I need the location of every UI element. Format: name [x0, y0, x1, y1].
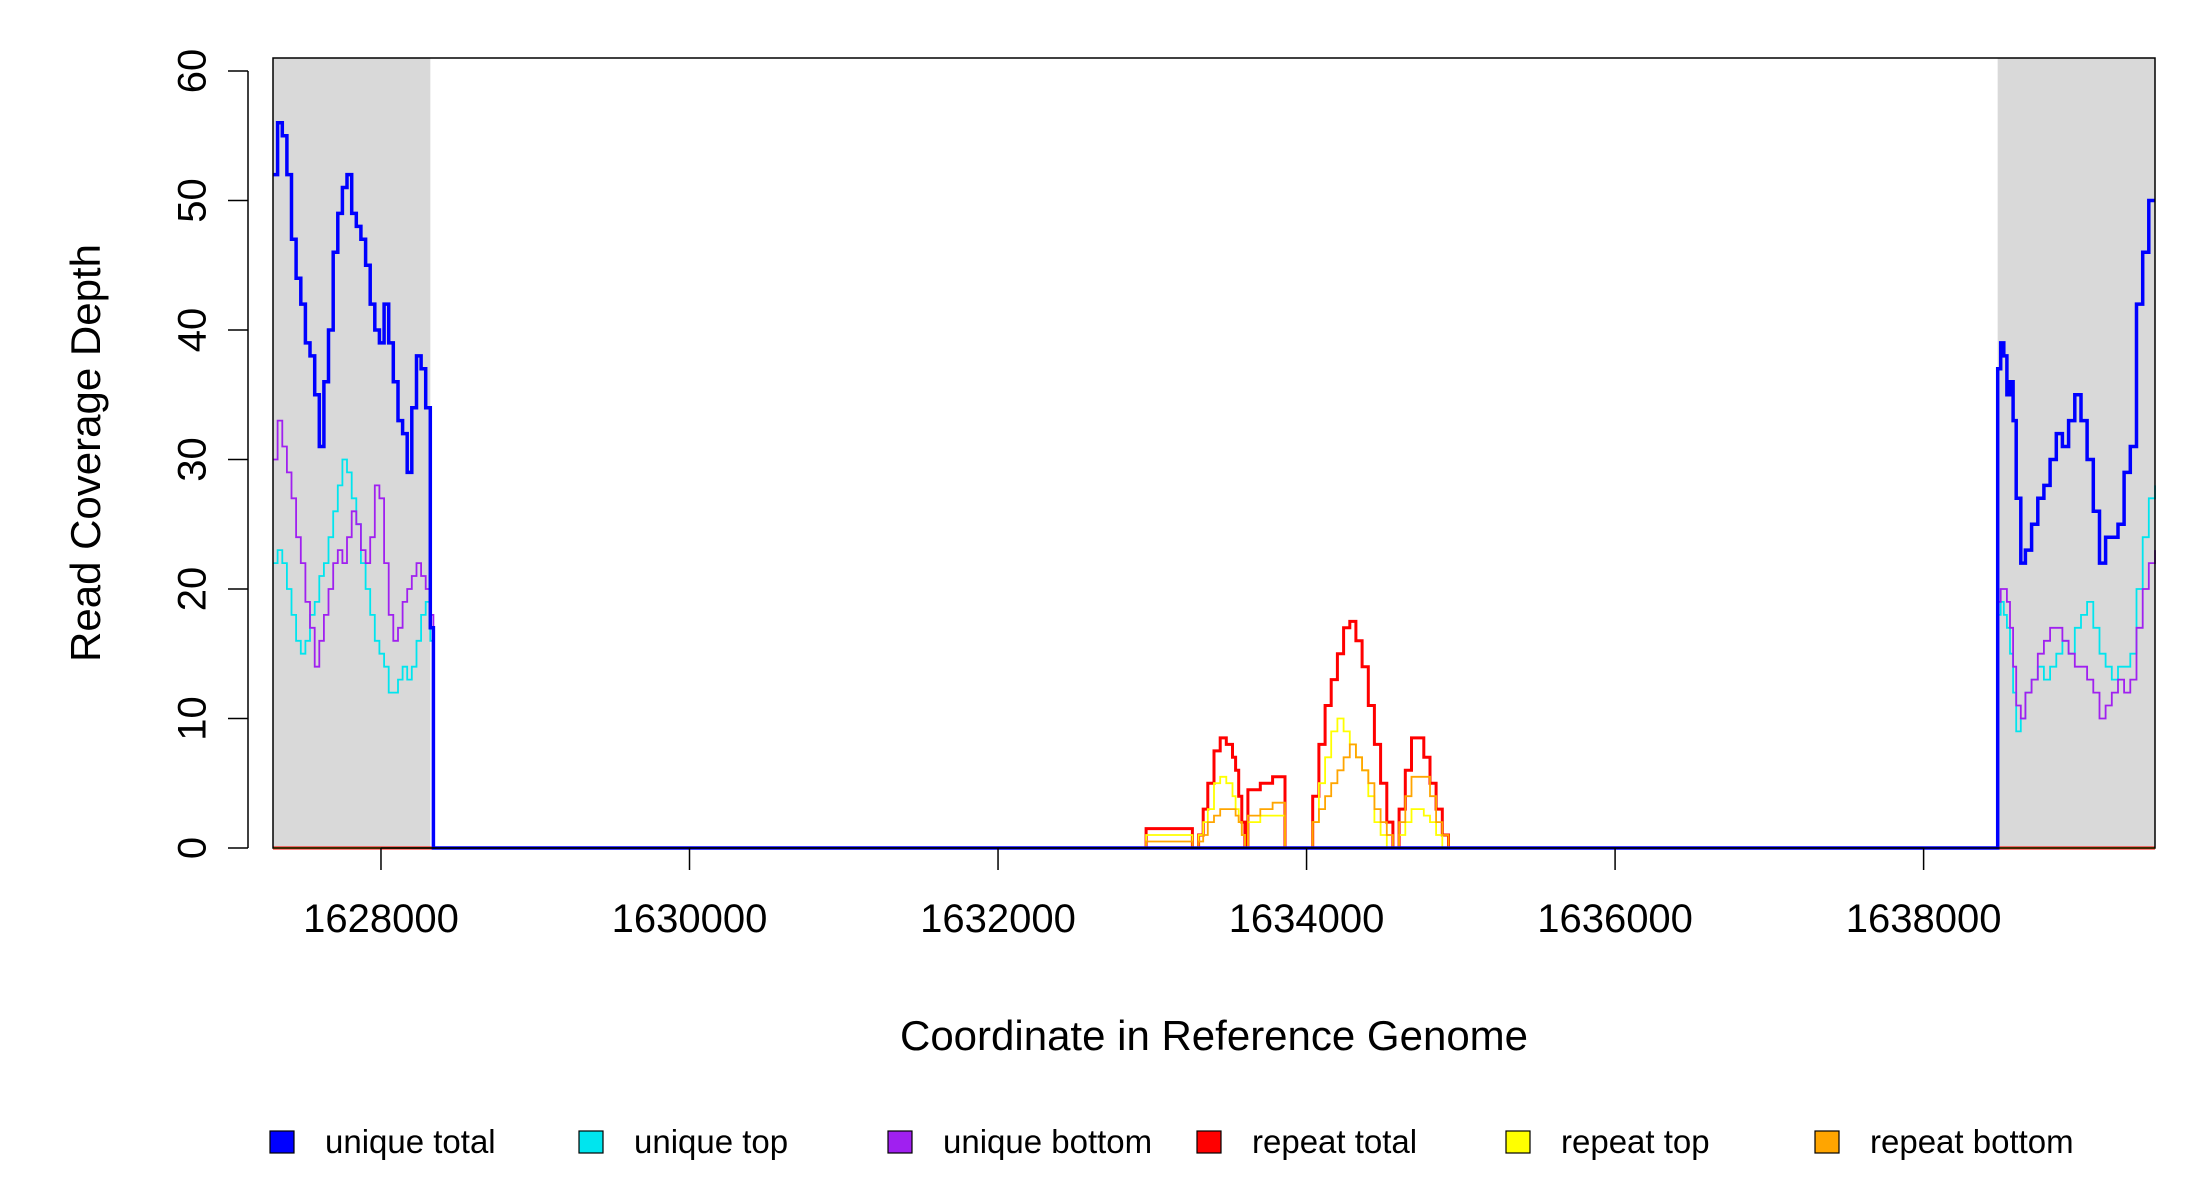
x-tick-label: 1628000	[303, 897, 459, 941]
legend-label: repeat top	[1561, 1123, 1710, 1160]
y-tick-label: 30	[171, 437, 215, 482]
legend-label: unique bottom	[943, 1123, 1152, 1160]
legend-label: unique total	[325, 1123, 496, 1160]
x-tick-label: 1632000	[920, 897, 1076, 941]
y-tick-label: 50	[171, 178, 215, 223]
series-line-repeat-total	[273, 619, 2155, 850]
y-axis: 0 10 20 30 40 50 60	[171, 49, 249, 859]
legend-label: unique top	[634, 1123, 788, 1160]
y-tick-label: 10	[171, 696, 215, 741]
legend-swatch	[887, 1130, 913, 1154]
plot-frame	[272, 57, 2156, 849]
series-line-unique-top	[273, 458, 2156, 849]
y-axis-label: Read Coverage Depth	[62, 244, 109, 662]
y-tick-label: 0	[171, 837, 215, 859]
legend-swatch	[269, 1130, 295, 1154]
series-line-unique-total	[273, 121, 2155, 850]
x-tick-label: 1634000	[1229, 897, 1385, 941]
legend-label: repeat bottom	[1870, 1123, 2074, 1160]
legend-swatch	[1814, 1130, 1840, 1154]
x-axis: 1628000 1630000 1632000 1634000 1636000 16380…	[303, 847, 2002, 941]
shaded-regions	[273, 58, 2155, 848]
x-tick-label: 1630000	[612, 897, 768, 941]
y-tick-label: 60	[171, 49, 215, 94]
legend-swatch	[578, 1130, 604, 1154]
y-tick-label: 40	[171, 308, 215, 353]
legend-swatch	[1196, 1130, 1222, 1154]
series-line-repeat-bottom	[273, 743, 2155, 849]
series-line-repeat-top	[273, 717, 2155, 849]
series-group	[273, 121, 2156, 850]
legend-swatch	[1505, 1130, 1531, 1154]
x-tick-label: 1638000	[1846, 897, 2002, 941]
legend: unique total unique top unique bottom repea…	[269, 1123, 2074, 1160]
y-tick-label: 20	[171, 567, 215, 612]
legend-label: repeat total	[1252, 1123, 1417, 1160]
x-axis-label: Coordinate in Reference Genome	[900, 1012, 1528, 1059]
x-tick-label: 1636000	[1537, 897, 1693, 941]
series-line-unique-bottom	[273, 419, 2156, 849]
